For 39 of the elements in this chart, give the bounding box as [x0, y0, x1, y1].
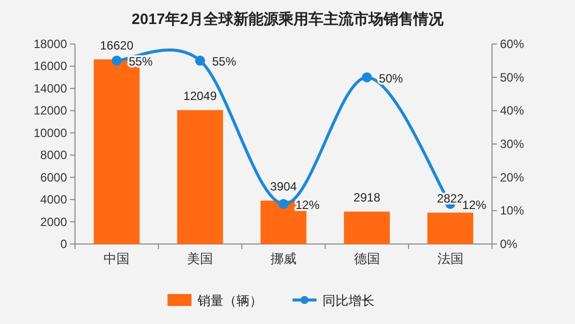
- legend-label: 销量（辆）: [196, 293, 262, 308]
- chart-title: 2017年2月全球新能源乘用车主流市场销售情况: [132, 10, 444, 28]
- y2-tick-label: 0%: [500, 237, 518, 251]
- x-tick-label: 美国: [187, 251, 214, 266]
- y2-tick-label: 60%: [500, 37, 524, 51]
- y-tick-label: 6000: [40, 170, 68, 184]
- y2-tick-label: 50%: [500, 70, 524, 84]
- point: [112, 56, 122, 66]
- data-label: 3904: [270, 180, 298, 194]
- y2-tick-label: 30%: [500, 137, 524, 151]
- y2-tick-label: 40%: [500, 104, 524, 118]
- y-tick-label: 18000: [34, 37, 68, 51]
- x-tick-label: 中国: [104, 251, 130, 266]
- bar: [427, 212, 474, 244]
- y-tick-label: 2000: [40, 214, 68, 229]
- bar: [344, 212, 390, 244]
- data-label: 12049: [183, 89, 218, 104]
- data-label: 55%: [212, 54, 236, 69]
- data-label: 12%: [462, 198, 487, 212]
- data-label: 50%: [378, 71, 404, 86]
- y-tick-label: 8000: [40, 148, 68, 162]
- legend-label: 同比增长: [322, 293, 374, 308]
- y-tick-label: 0: [60, 237, 68, 251]
- bar: [177, 110, 224, 244]
- point: [278, 199, 288, 209]
- y-tick-label: 14000: [34, 81, 68, 96]
- y-tick-label: 16000: [34, 59, 68, 74]
- x-tick-label: 法国: [437, 251, 464, 266]
- y2-tick-label: 20%: [500, 170, 524, 184]
- y-tick-label: 10000: [34, 126, 68, 140]
- data-label: 2918: [354, 190, 381, 205]
- y-tick-label: 12000: [34, 104, 68, 118]
- point: [362, 72, 372, 82]
- y-tick-label: 4000: [40, 192, 68, 207]
- x-tick-label: 挪威: [270, 251, 296, 266]
- y2-tick-label: 10%: [500, 204, 524, 218]
- data-label: 16620: [100, 38, 134, 52]
- x-tick-label: 德国: [354, 251, 380, 266]
- point: [195, 56, 206, 66]
